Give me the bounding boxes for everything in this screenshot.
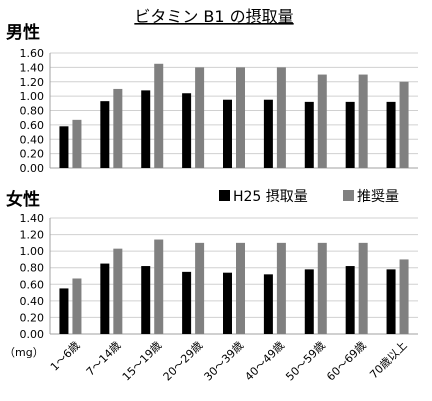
female-intake-bar <box>345 266 355 334</box>
female-y-tick-label: 1.00 <box>20 245 45 258</box>
male-recommended-bar <box>236 67 245 168</box>
male-intake-bar <box>386 101 396 168</box>
female-recommended-bar <box>399 259 409 334</box>
legend-label-recommended: 推奨量 <box>357 189 399 205</box>
legend-swatch-recommended <box>343 190 354 201</box>
male-y-tick-label: 0.80 <box>20 105 45 118</box>
category-label: 40～49歳 <box>242 339 287 384</box>
legend-swatch-intake <box>219 190 230 201</box>
female-recommended-bar <box>236 242 245 334</box>
male-recommended-bar <box>358 74 368 168</box>
male-intake-bar <box>59 126 69 168</box>
category-label: 30～39歳 <box>202 339 247 384</box>
female-recommended-bar <box>72 278 82 334</box>
male-intake-bar <box>345 101 355 168</box>
category-label: 50～59歳 <box>283 339 328 384</box>
male-y-tick-label: 1.60 <box>20 47 45 60</box>
female-recommended-bar <box>276 242 286 334</box>
male-recommended-bar <box>113 88 123 168</box>
female-y-tick-label: 0.00 <box>20 328 45 341</box>
female-intake-bar <box>304 269 314 334</box>
female-y-tick-label: 1.20 <box>20 229 45 242</box>
male-recommended-bar <box>154 63 164 168</box>
female-recommended-bar <box>195 242 205 334</box>
female-y-tick-label: 0.20 <box>20 311 45 324</box>
female-intake-bar <box>100 263 110 334</box>
category-label: 15～19歳 <box>120 339 165 384</box>
female-intake-bar <box>182 271 192 334</box>
female-y-tick-label: 0.80 <box>20 262 45 275</box>
female-recommended-bar <box>154 239 164 334</box>
male-intake-bar <box>263 99 273 168</box>
category-label: 70歳以上 <box>367 339 409 381</box>
male-intake-bar <box>304 101 314 168</box>
male-y-tick-label: 0.00 <box>20 162 45 175</box>
male-recommended-bar <box>276 67 286 168</box>
male-panel: 0.000.20 0.400.600.80 1.001.20 1.401.60 <box>20 47 418 175</box>
female-intake-bar <box>141 266 151 334</box>
female-recommended-bar <box>358 242 368 334</box>
male-panel-label: 男性 <box>6 22 40 43</box>
male-y-tick-label: 1.40 <box>20 61 45 74</box>
male-y-tick-label: 1.20 <box>20 76 45 89</box>
female-panel: 0.00 0.20 0.40 0.60 0.80 1.00 1.20 1.40 <box>20 212 418 341</box>
female-intake-bar <box>263 274 273 334</box>
category-label: 20～29歳 <box>161 339 206 384</box>
male-recommended-bar <box>72 119 82 168</box>
male-y-tick-label: 0.60 <box>20 119 45 132</box>
male-y-tick-label: 1.00 <box>20 90 45 103</box>
category-label: 7～14歳 <box>84 339 124 379</box>
male-intake-bar <box>141 90 151 168</box>
female-panel-label: 女性 <box>6 189 40 210</box>
legend: H25 摂取量 推奨量 <box>219 189 399 205</box>
female-intake-bar <box>223 272 232 334</box>
category-labels: 1～6歳 7～14歳15～19歳20～29歳30～39歳40～49歳50～59歳6… <box>48 339 410 384</box>
category-label: 60～69歳 <box>324 339 369 384</box>
male-recommended-bar <box>317 74 327 168</box>
male-y-tick-label: 0.20 <box>20 148 45 161</box>
category-label: 1～6歳 <box>48 339 83 374</box>
female-recommended-bar <box>317 242 327 334</box>
female-intake-bar <box>59 288 69 334</box>
male-recommended-bar <box>399 81 409 168</box>
male-y-tick-label: 0.40 <box>20 133 45 146</box>
male-intake-bar <box>100 101 110 168</box>
male-intake-bar <box>223 99 232 168</box>
female-y-tick-label: 0.40 <box>20 295 45 308</box>
chart-title: ビタミン B1 の摂取量 <box>134 7 293 26</box>
legend-label-intake: H25 摂取量 <box>233 189 308 205</box>
male-recommended-bar <box>195 67 205 168</box>
unit-label: （mg） <box>4 346 44 359</box>
female-intake-bar <box>386 269 396 334</box>
female-y-tick-label: 0.60 <box>20 278 45 291</box>
female-y-tick-label: 1.40 <box>20 212 45 225</box>
male-intake-bar <box>182 93 192 168</box>
female-recommended-bar <box>113 248 123 334</box>
